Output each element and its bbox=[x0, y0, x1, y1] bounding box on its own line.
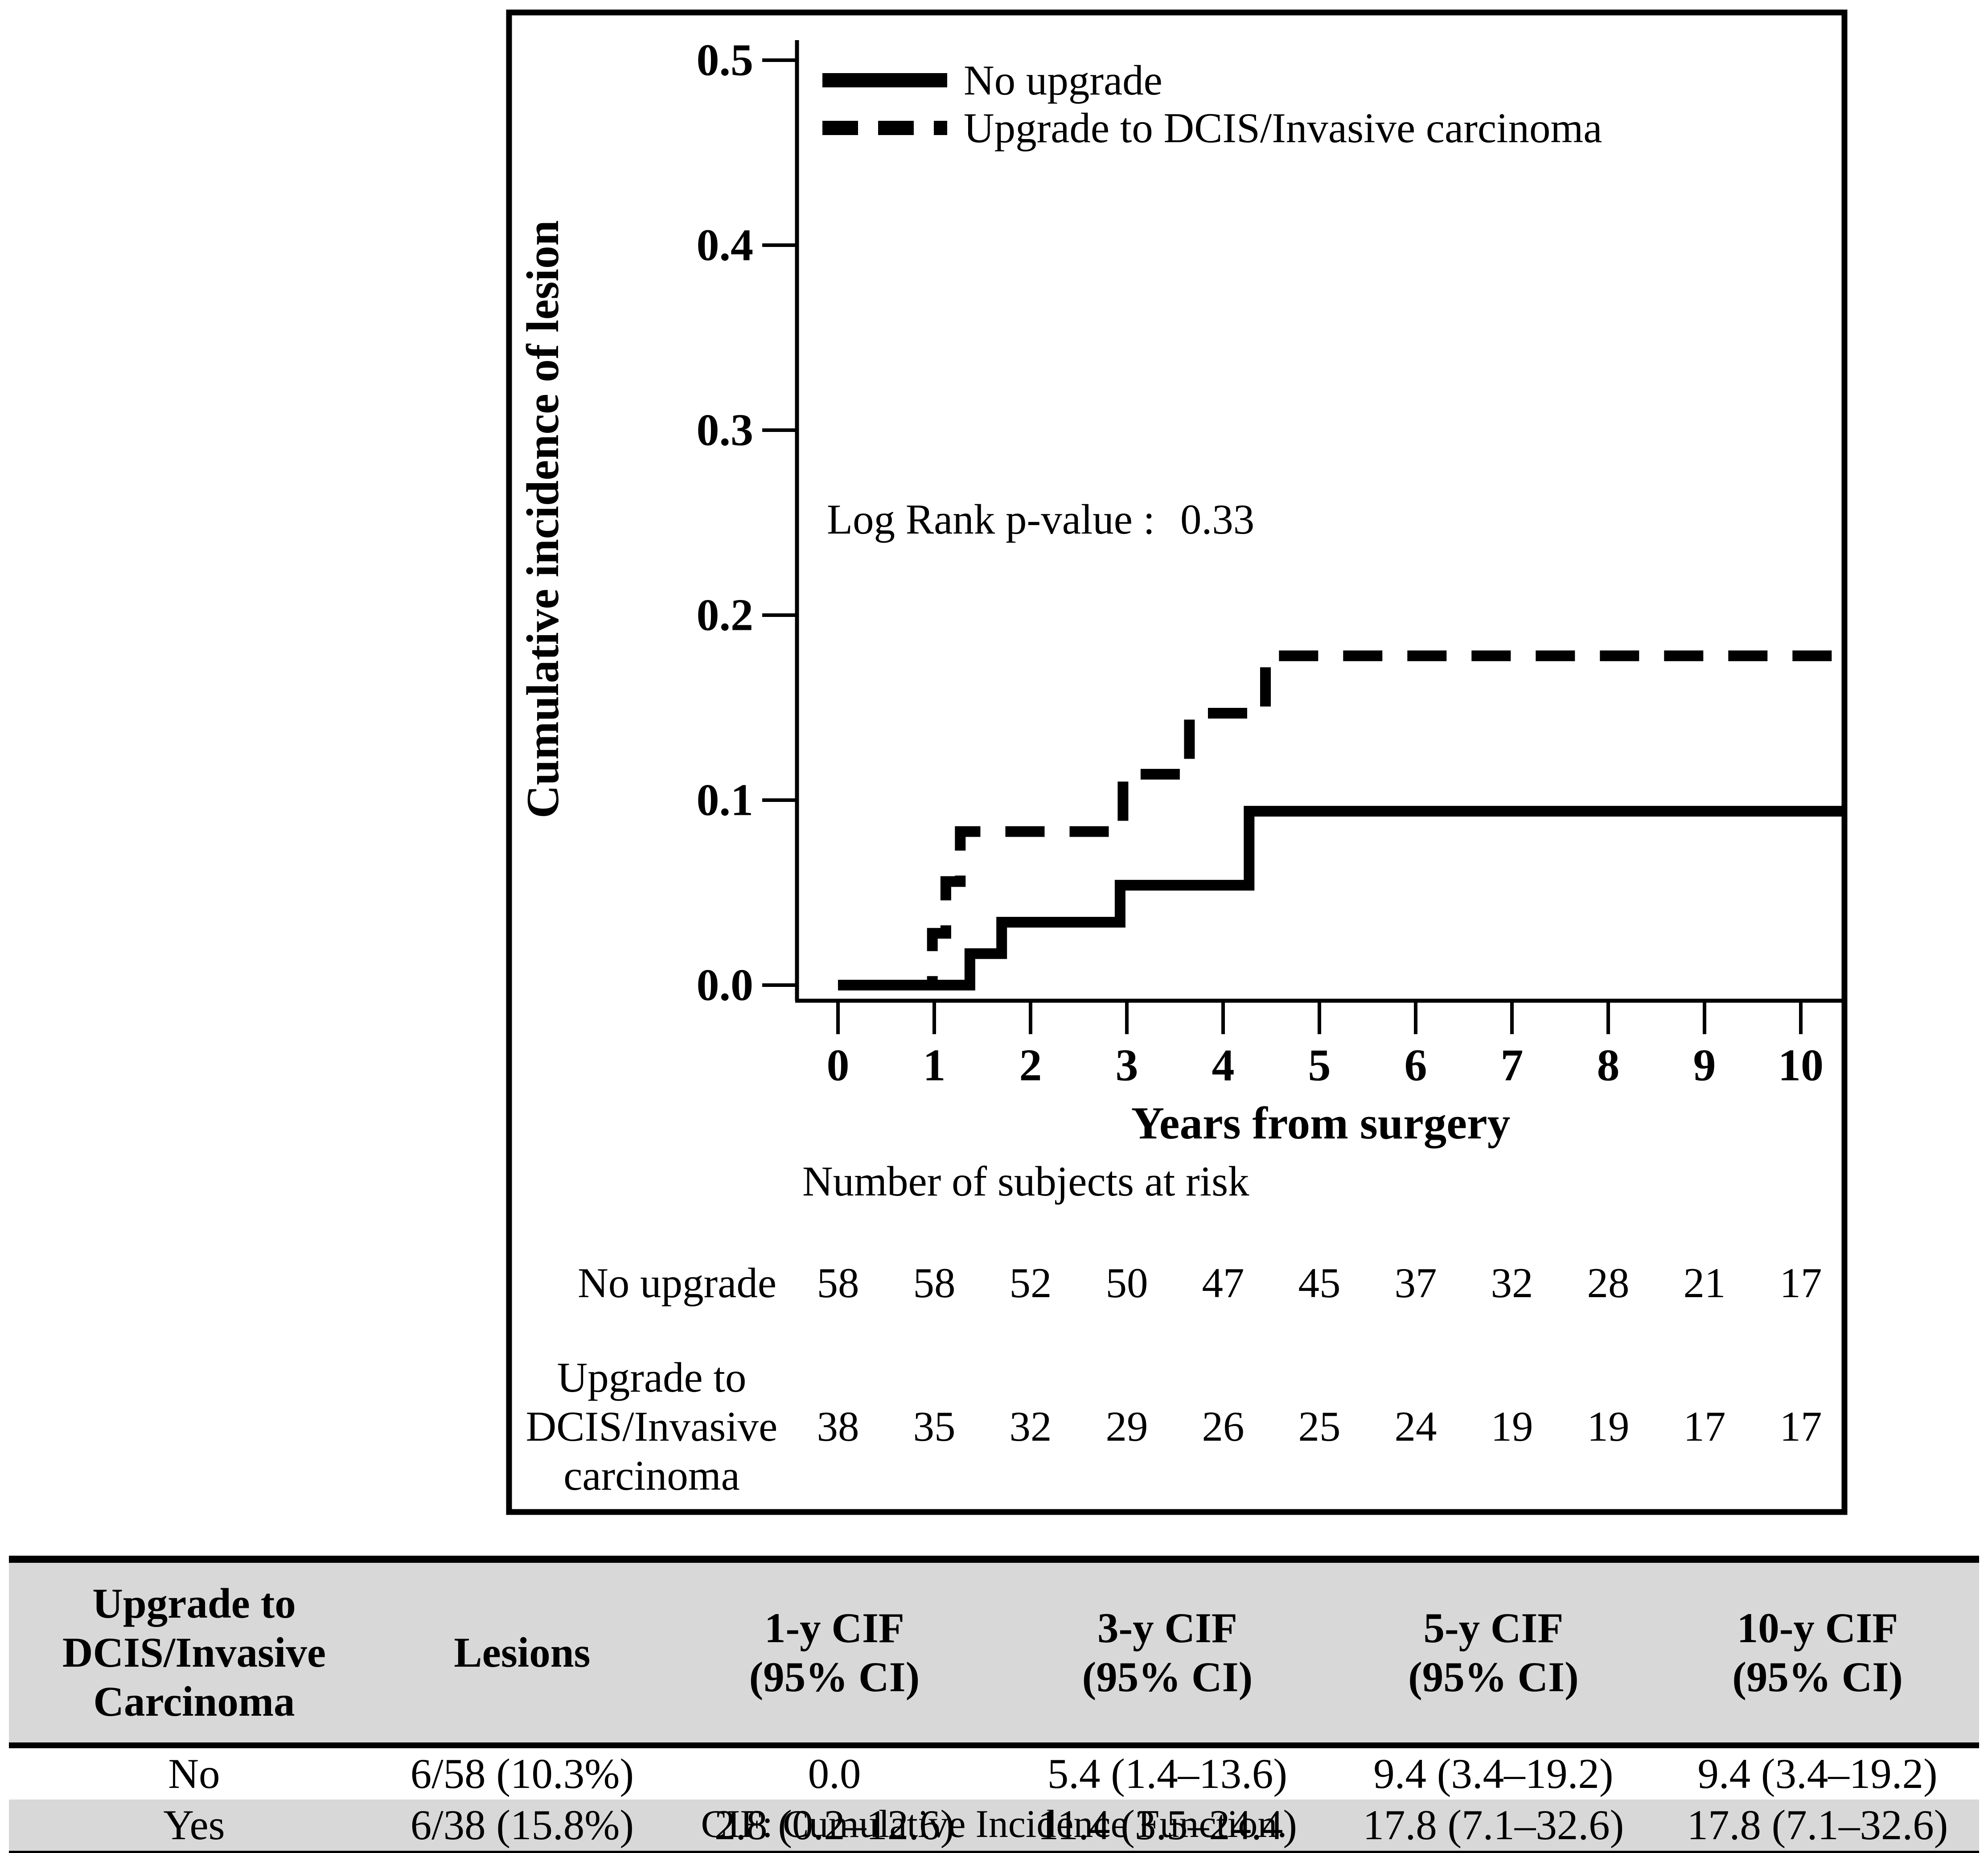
x-tick-label: 7 bbox=[1501, 1040, 1524, 1091]
risk-table-title: Number of subjects at risk bbox=[802, 1158, 1249, 1205]
risk-count: 19 bbox=[1587, 1403, 1630, 1450]
header-10y-line1: 10-y CIF bbox=[1737, 1604, 1898, 1652]
risk-count: 45 bbox=[1298, 1259, 1341, 1307]
risk-count: 58 bbox=[913, 1259, 956, 1307]
risk-count: 32 bbox=[1010, 1403, 1052, 1450]
legend-label-no-upgrade: No upgrade bbox=[964, 57, 1162, 104]
risk-count: 26 bbox=[1202, 1403, 1245, 1450]
cell-no-5y: 9.4 (3.4–19.2) bbox=[1373, 1750, 1614, 1798]
cell-no-lesions: 6/58 (10.3%) bbox=[410, 1750, 634, 1798]
x-tick-label: 1 bbox=[923, 1040, 946, 1091]
x-tick-label: 6 bbox=[1405, 1040, 1427, 1091]
risk-row2-label-line2: DCIS/Invasive bbox=[526, 1403, 778, 1450]
risk-row1-label: No upgrade bbox=[578, 1259, 776, 1307]
cell-no-3y: 5.4 (1.4–13.6) bbox=[1047, 1750, 1288, 1798]
table-footnote: CIF: Cumulative Incidence Function. bbox=[701, 1803, 1287, 1846]
x-axis-title: Years from surgery bbox=[1131, 1098, 1510, 1149]
header-upgrade-line3: Carcinoma bbox=[93, 1678, 295, 1726]
y-axis-title: Cumulative incidence of lesion bbox=[518, 220, 568, 818]
cell-yes-3y: 11.4 (3.5–24.4) bbox=[1004, 1799, 1331, 1853]
risk-count: 52 bbox=[1010, 1259, 1052, 1307]
cif-summary-table: Upgrade to DCIS/Invasive Carcinoma Lesio… bbox=[9, 1555, 1979, 1853]
header-1y-line2: (95% CI) bbox=[749, 1653, 920, 1701]
curves bbox=[838, 650, 1844, 990]
risk-row2-label-line1: Upgrade to bbox=[557, 1354, 747, 1401]
header-3y-line2: (95% CI) bbox=[1082, 1653, 1253, 1701]
header-lesions: Lesions bbox=[379, 1555, 665, 1748]
risk-count: 17 bbox=[1780, 1259, 1822, 1307]
y-tick-label: 0.2 bbox=[697, 590, 754, 641]
risk-row2-label-line3: carcinoma bbox=[563, 1452, 740, 1499]
chart-border-box bbox=[506, 9, 1848, 1515]
table-row-yes: Yes 6/38 (15.8%) 2.8 (0.2–12.6) 11.4 (3.… bbox=[9, 1799, 1979, 1853]
cell-yes-group: Yes bbox=[9, 1799, 379, 1853]
x-tick-label: 3 bbox=[1116, 1040, 1138, 1091]
risk-count: 58 bbox=[817, 1259, 859, 1307]
cif-chart: 0.00.10.20.30.40.5 0 1 2 3 4 5 6 7 8 9 10 Cumulati… bbox=[506, 9, 1848, 1515]
table-row-no: No 6/58 (10.3%) 0.0 5.4 (1.4–13.6) 9.4 (… bbox=[9, 1745, 1979, 1800]
risk-row2-counts: 38 35 32 29 26 25 24 19 19 17 17 bbox=[817, 1403, 1822, 1450]
y-tick-label: 0.5 bbox=[697, 35, 754, 86]
risk-count: 21 bbox=[1684, 1259, 1726, 1307]
header-1y-cif: 1-y CIF (95% CI) bbox=[665, 1555, 1004, 1748]
risk-count: 19 bbox=[1491, 1403, 1533, 1450]
y-tick-label: 0.0 bbox=[697, 960, 754, 1011]
x-tick-label: 5 bbox=[1308, 1040, 1331, 1091]
risk-count: 28 bbox=[1587, 1259, 1630, 1307]
header-10y-line2: (95% CI) bbox=[1732, 1653, 1903, 1701]
curve-no-upgrade-solid bbox=[838, 805, 1844, 990]
risk-count: 37 bbox=[1395, 1259, 1437, 1307]
x-tick-label: 4 bbox=[1212, 1040, 1235, 1091]
risk-row1-counts: 58 58 52 50 47 45 37 32 28 21 17 bbox=[817, 1259, 1822, 1307]
header-upgrade-line2: DCIS/Invasive bbox=[62, 1629, 326, 1676]
cell-no-1y: 0.0 bbox=[808, 1750, 861, 1798]
curve-upgrade-dashed bbox=[838, 650, 1844, 990]
risk-count: 29 bbox=[1106, 1403, 1148, 1450]
header-1y-line1: 1-y CIF bbox=[764, 1604, 904, 1652]
header-10y-cif: 10-y CIF (95% CI) bbox=[1656, 1555, 1979, 1748]
log-rank-value: 0.33 bbox=[1180, 496, 1254, 543]
cell-yes-lesions: 6/38 (15.8%) bbox=[379, 1799, 665, 1853]
x-tick-label: 8 bbox=[1597, 1040, 1620, 1091]
cell-yes-10y: 17.8 (7.1–32.6) bbox=[1656, 1799, 1979, 1853]
risk-count: 47 bbox=[1202, 1259, 1245, 1307]
y-tick-label: 0.1 bbox=[697, 775, 754, 826]
cell-no-group: No bbox=[168, 1750, 220, 1798]
cell-yes-5y: 17.8 (7.1–32.6) bbox=[1331, 1799, 1656, 1853]
x-tick-label: 2 bbox=[1019, 1040, 1042, 1091]
summary-header-row: Upgrade to DCIS/Invasive Carcinoma Lesio… bbox=[9, 1555, 1979, 1748]
risk-count: 25 bbox=[1298, 1403, 1341, 1450]
header-5y-cif: 5-y CIF (95% CI) bbox=[1331, 1555, 1656, 1748]
header-lesions-label: Lesions bbox=[454, 1629, 591, 1676]
header-5y-line2: (95% CI) bbox=[1408, 1653, 1579, 1701]
header-3y-cif: 3-y CIF (95% CI) bbox=[1004, 1555, 1331, 1748]
legend-label-upgrade: Upgrade to DCIS/Invasive carcinoma bbox=[964, 104, 1602, 152]
risk-count: 17 bbox=[1684, 1403, 1726, 1450]
risk-count: 50 bbox=[1106, 1259, 1148, 1307]
y-ticks: 0.0 0.1 0.2 0.3 0.4 0.5 bbox=[697, 35, 797, 1011]
y-tick-label: 0.3 bbox=[697, 405, 754, 456]
header-3y-line1: 3-y CIF bbox=[1097, 1604, 1237, 1652]
risk-count: 32 bbox=[1491, 1259, 1533, 1307]
y-tick-label: 0.4 bbox=[697, 220, 754, 271]
risk-count: 17 bbox=[1780, 1403, 1822, 1450]
log-rank-label: Log Rank p-value : bbox=[827, 496, 1155, 543]
risk-count: 38 bbox=[817, 1403, 859, 1450]
header-upgrade-column: Upgrade to DCIS/Invasive Carcinoma bbox=[9, 1555, 379, 1748]
x-tick-label: 9 bbox=[1693, 1040, 1716, 1091]
risk-count: 35 bbox=[913, 1403, 956, 1450]
legend: No upgrade Upgrade to DCIS/Invasive carc… bbox=[822, 57, 1602, 152]
header-upgrade-line1: Upgrade to bbox=[92, 1580, 296, 1627]
x-tick-label: 10 bbox=[1778, 1040, 1824, 1091]
cell-yes-1y: 2.8 (0.2–12.6) bbox=[665, 1799, 1004, 1853]
x-tick-label: 0 bbox=[827, 1040, 850, 1091]
x-ticks: 0 1 2 3 4 5 6 7 8 9 10 bbox=[827, 1001, 1824, 1091]
cell-no-10y: 9.4 (3.4–19.2) bbox=[1697, 1750, 1938, 1798]
header-5y-line1: 5-y CIF bbox=[1423, 1604, 1564, 1652]
risk-count: 24 bbox=[1395, 1403, 1437, 1450]
